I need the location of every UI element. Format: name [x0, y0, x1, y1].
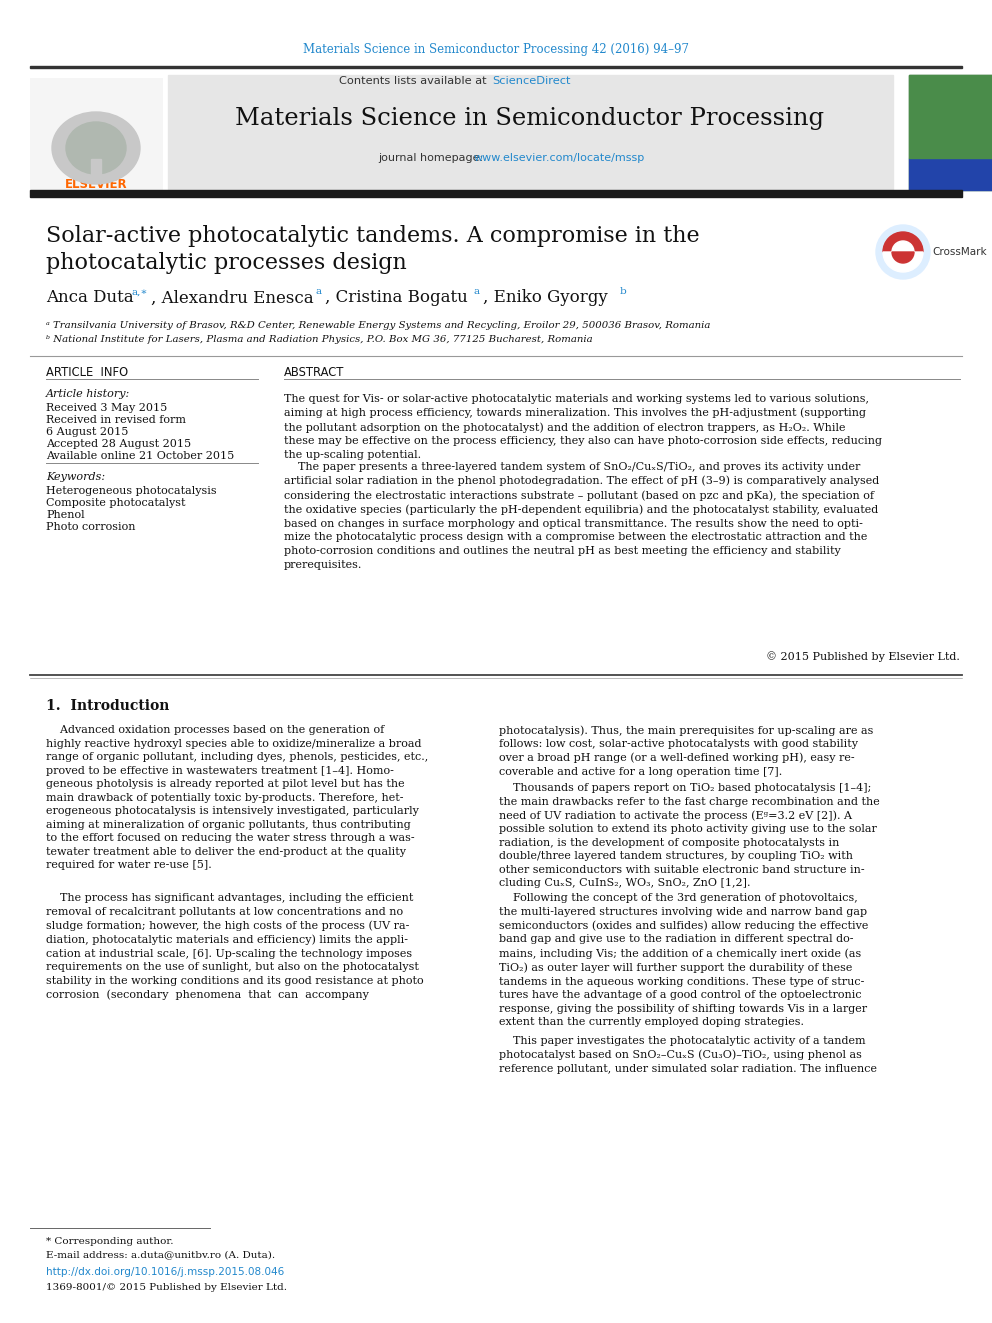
Text: Thousands of papers report on TiO₂ based photocatalysis [1–4];
the main drawback: Thousands of papers report on TiO₂ based… — [499, 783, 880, 889]
Text: Phenol: Phenol — [46, 509, 84, 520]
Text: Materials Science in Semiconductor Processing 42 (2016) 94–97: Materials Science in Semiconductor Proce… — [303, 44, 689, 57]
Text: Materials Science
in Semiconductor
Processing: Materials Science in Semiconductor Proce… — [923, 101, 978, 118]
Bar — [168, 75, 893, 191]
Text: Available online 21 October 2015: Available online 21 October 2015 — [46, 451, 234, 460]
Text: photocatalysis). Thus, the main prerequisites for up-scaling are as
follows: low: photocatalysis). Thus, the main prerequi… — [499, 725, 873, 777]
Bar — [30, 191, 962, 197]
Wedge shape — [892, 251, 914, 263]
Bar — [909, 75, 992, 191]
Text: journal homepage:: journal homepage: — [378, 153, 487, 163]
Text: ᵃ Transilvania University of Brasov, R&D Center, Renewable Energy Systems and Re: ᵃ Transilvania University of Brasov, R&D… — [46, 320, 710, 329]
Text: Anca Duta: Anca Duta — [46, 290, 139, 307]
Text: 1.  Introduction: 1. Introduction — [46, 699, 170, 713]
Text: Solar-active photocatalytic tandems. A compromise in the: Solar-active photocatalytic tandems. A c… — [46, 225, 699, 247]
Text: a,∗: a,∗ — [132, 287, 149, 296]
Text: , Cristina Bogatu: , Cristina Bogatu — [325, 290, 473, 307]
Text: CrossMark: CrossMark — [932, 247, 987, 257]
Text: http://dx.doi.org/10.1016/j.mssp.2015.08.046: http://dx.doi.org/10.1016/j.mssp.2015.08… — [46, 1267, 285, 1277]
Text: Keywords:: Keywords: — [46, 472, 105, 482]
Text: ScienceDirect: ScienceDirect — [492, 75, 570, 86]
Bar — [909, 75, 992, 157]
Text: b: b — [620, 287, 627, 296]
Bar — [30, 66, 962, 67]
Text: E-mail address: a.duta@unitbv.ro (A. Duta).: E-mail address: a.duta@unitbv.ro (A. Dut… — [46, 1250, 275, 1259]
Text: ABSTRACT: ABSTRACT — [284, 365, 344, 378]
Text: a: a — [315, 287, 321, 296]
Bar — [91, 159, 101, 177]
Text: Received 3 May 2015: Received 3 May 2015 — [46, 404, 168, 413]
Circle shape — [892, 241, 914, 263]
Text: www.elsevier.com/locate/mssp: www.elsevier.com/locate/mssp — [474, 153, 645, 163]
Wedge shape — [883, 251, 923, 273]
Bar — [30, 78, 163, 191]
Text: , Alexandru Enesca: , Alexandru Enesca — [151, 290, 318, 307]
Text: Following the concept of the 3rd generation of photovoltaics,
the multi-layered : Following the concept of the 3rd generat… — [499, 893, 868, 1027]
Text: Received in revised form: Received in revised form — [46, 415, 186, 425]
Text: The quest for Vis- or solar-active photocatalytic materials and working systems : The quest for Vis- or solar-active photo… — [284, 394, 882, 460]
Text: This paper investigates the photocatalytic activity of a tandem
photocatalyst ba: This paper investigates the photocatalyt… — [499, 1036, 877, 1074]
Bar — [909, 157, 992, 191]
Wedge shape — [883, 232, 923, 251]
Text: Contents lists available at: Contents lists available at — [338, 75, 490, 86]
Text: ᵇ National Institute for Lasers, Plasma and Radiation Physics, P.O. Box MG 36, 7: ᵇ National Institute for Lasers, Plasma … — [46, 336, 592, 344]
Text: , Eniko Gyorgy: , Eniko Gyorgy — [483, 290, 613, 307]
Text: Materials Science in Semiconductor Processing: Materials Science in Semiconductor Proce… — [235, 106, 824, 130]
Text: Composite photocatalyst: Composite photocatalyst — [46, 497, 186, 508]
Ellipse shape — [52, 112, 140, 184]
Text: 1369-8001/© 2015 Published by Elsevier Ltd.: 1369-8001/© 2015 Published by Elsevier L… — [46, 1283, 287, 1293]
Text: The paper presents a three-layered tandem system of SnO₂/CuₓS/TiO₂, and proves i: The paper presents a three-layered tande… — [284, 462, 879, 570]
Text: Article history:: Article history: — [46, 389, 130, 400]
Text: photocatalytic processes design: photocatalytic processes design — [46, 251, 407, 274]
Text: Advanced oxidation processes based on the generation of
highly reactive hydroxyl: Advanced oxidation processes based on th… — [46, 725, 429, 871]
Text: Accepted 28 August 2015: Accepted 28 August 2015 — [46, 439, 191, 448]
Circle shape — [876, 225, 930, 279]
Text: The process has significant advantages, including the efficient
removal of recal: The process has significant advantages, … — [46, 893, 424, 1000]
Text: ELSEVIER: ELSEVIER — [64, 179, 127, 192]
Ellipse shape — [66, 122, 126, 175]
Text: ARTICLE  INFO: ARTICLE INFO — [46, 365, 128, 378]
Text: Heterogeneous photocatalysis: Heterogeneous photocatalysis — [46, 486, 216, 496]
Text: Photo corrosion: Photo corrosion — [46, 523, 136, 532]
Text: © 2015 Published by Elsevier Ltd.: © 2015 Published by Elsevier Ltd. — [766, 652, 960, 663]
Text: 6 August 2015: 6 August 2015 — [46, 427, 128, 437]
Text: * Corresponding author.: * Corresponding author. — [46, 1237, 174, 1245]
Text: a: a — [474, 287, 480, 296]
